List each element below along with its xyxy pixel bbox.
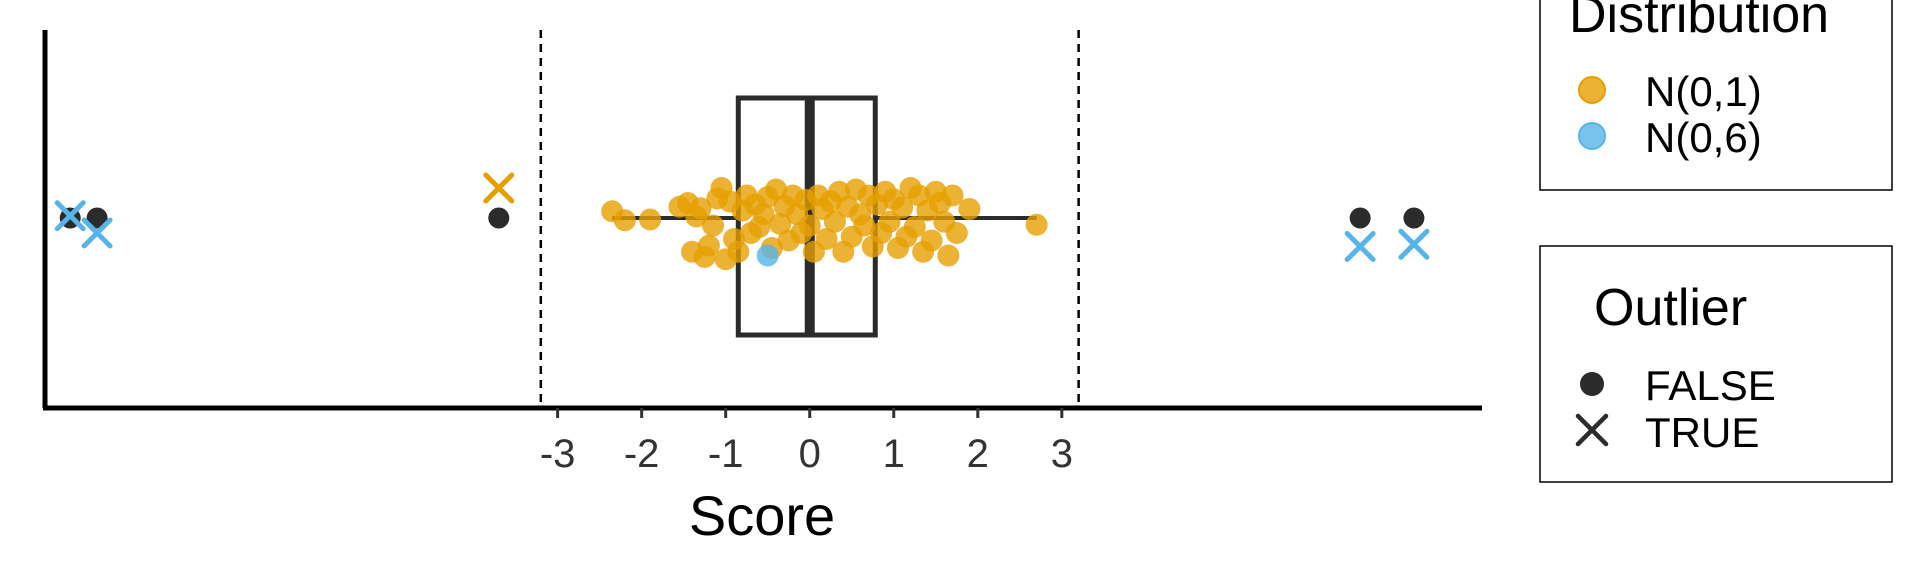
data-point-0-68 (945, 222, 968, 244)
legend-dot-n06 (1578, 122, 1606, 150)
data-point-0-2 (639, 208, 662, 231)
data-point-0-9 (697, 234, 720, 257)
x-tick-label-6: 3 (1051, 432, 1073, 476)
legend-label-true: TRUE (1645, 409, 1759, 456)
data-point-cross-4-0 (54, 200, 86, 232)
data-point-0-25 (765, 178, 788, 201)
data-point-0-69 (958, 198, 981, 220)
legend-outlier-title: Outlier (1594, 279, 1747, 337)
data-point-0-46 (853, 214, 876, 237)
legend-dot-n01 (1578, 76, 1606, 104)
x-tick-label-2: -1 (708, 432, 744, 476)
data-point-0-58 (903, 216, 926, 238)
data-point-3-2 (488, 207, 510, 229)
data-point-0-16 (727, 240, 750, 263)
legend-distribution-title: Distribution (1569, 0, 1829, 44)
data-point-0-70 (1025, 213, 1048, 236)
data-point-cross-2-0 (483, 172, 515, 204)
data-point-0-55 (891, 196, 914, 219)
legend-label-n01: N(0,1) (1645, 68, 1762, 115)
plot-area (42, 30, 1482, 411)
legend-outlier-box (1539, 245, 1893, 483)
x-tick-label-3: 0 (799, 432, 821, 476)
legend-cross-true (1575, 413, 1609, 447)
data-point-0-7 (689, 197, 712, 220)
data-point-0-62 (920, 229, 943, 252)
data-point-3-4 (1403, 207, 1425, 229)
x-tick-label-5: 2 (967, 432, 989, 476)
data-point-3-1 (86, 207, 108, 229)
data-point-0-37 (815, 228, 838, 250)
x-tick-label-4: 1 (883, 432, 905, 476)
legend-dot-false (1580, 372, 1604, 396)
data-point-0-26 (769, 213, 792, 235)
data-point-cross-4-2 (1344, 231, 1376, 262)
data-point-0-66 (937, 244, 960, 267)
x-axis-ticks: -3 -2 -1 0 1 2 3 (540, 408, 1073, 476)
legend-outlier: Outlier FALSE TRUE (1539, 245, 1893, 483)
legend-distribution: Distribution N(0,1) N(0,6) (1539, 0, 1893, 191)
data-point-0-10 (702, 214, 725, 237)
x-tick-label-1: -2 (624, 432, 660, 476)
legend-label-false: FALSE (1645, 362, 1776, 409)
data-point-0-52 (878, 210, 901, 233)
data-point-cross-4-1 (81, 217, 113, 249)
legend-label-n06: N(0,6) (1645, 114, 1762, 161)
data-point-0-1 (613, 209, 636, 232)
data-point-0-67 (941, 184, 964, 207)
data-point-cross-4-3 (1398, 228, 1430, 260)
x-tick-label-0: -3 (540, 432, 576, 476)
data-point-0-33 (798, 214, 821, 237)
data-point-1-0 (756, 244, 779, 267)
data-point-3-3 (1349, 207, 1371, 229)
data-point-0-22 (752, 203, 775, 226)
x-axis-title: Score (689, 484, 835, 547)
data-point-0-39 (823, 210, 846, 233)
